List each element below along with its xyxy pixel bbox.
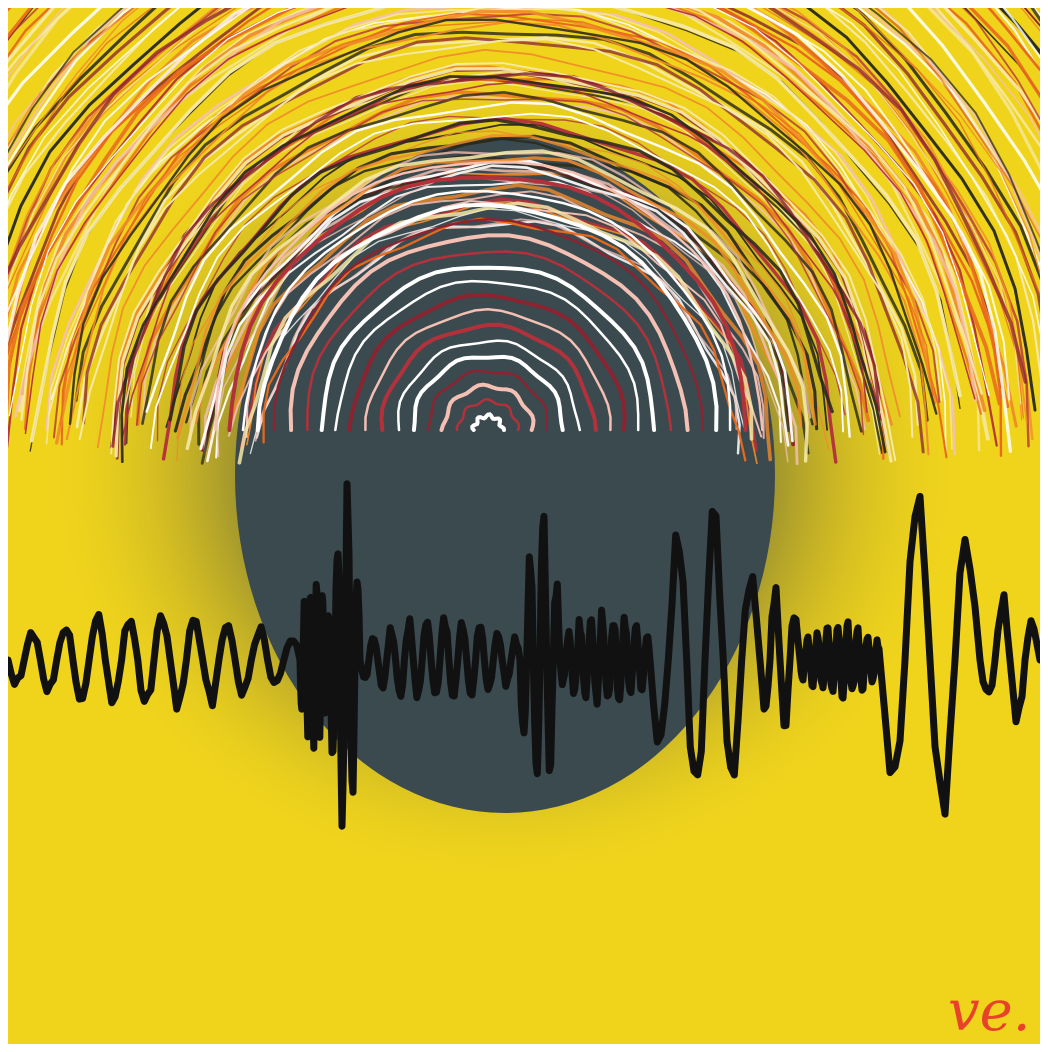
inner-arc-stroke — [255, 202, 719, 432]
inner-arc-stroke — [227, 175, 748, 432]
inner-arc-stroke — [347, 292, 627, 432]
arc-stroke — [82, 36, 925, 454]
arc-stroke — [8, 8, 1037, 412]
arc-stroke — [130, 80, 881, 455]
arc-stroke — [68, 18, 938, 425]
arc-stroke — [8, 8, 1040, 276]
arc-stroke — [8, 8, 1040, 99]
arc-stroke — [59, 18, 934, 427]
arc-stroke — [8, 8, 1002, 415]
arc-stroke — [120, 75, 887, 464]
arc-stroke — [8, 8, 1040, 138]
arc-stroke — [54, 9, 937, 445]
arc-stroke — [145, 101, 851, 438]
arc-stroke — [237, 201, 754, 465]
arc-stroke — [29, 8, 962, 443]
arc-stroke — [216, 176, 789, 463]
arc-stroke — [8, 8, 1040, 171]
arc-stroke — [78, 38, 914, 441]
arc-stroke — [8, 8, 1040, 253]
arc-stroke — [254, 218, 738, 442]
inner-arc-stroke — [214, 161, 764, 432]
inner-arc-stroke — [470, 412, 506, 432]
inner-arc-stroke — [241, 189, 732, 432]
arc-stroke — [8, 8, 1040, 132]
arc-stroke — [8, 8, 1040, 239]
arc-stroke — [8, 8, 1040, 281]
inner-arc-stroke — [439, 382, 536, 432]
arc-stroke — [20, 8, 983, 421]
seismic-waveform-line — [8, 480, 1040, 830]
arc-stroke — [74, 30, 929, 422]
inner-arc-stroke — [426, 369, 549, 432]
arc-stroke — [8, 8, 990, 417]
inner-arc-stroke — [272, 217, 704, 432]
inner-arc-stroke — [364, 307, 612, 432]
arc-stroke — [8, 8, 1022, 405]
arc-stroke — [8, 8, 1002, 389]
arc-stroke — [206, 164, 790, 463]
arc-stroke — [135, 98, 865, 436]
arc-stroke — [8, 8, 1040, 149]
arc-stroke — [48, 8, 943, 416]
arc-stroke — [8, 8, 1040, 270]
arc-stroke — [185, 149, 809, 463]
arc-stroke — [168, 118, 834, 422]
inner-arc-stroke — [397, 339, 582, 432]
arc-stroke — [20, 8, 981, 452]
arc-stroke — [255, 220, 741, 455]
arc-stroke — [149, 112, 844, 450]
inner-arc-stroke — [334, 279, 640, 432]
arc-stroke — [8, 8, 1040, 297]
arc-stroke — [8, 8, 1028, 424]
arc-stroke — [215, 180, 782, 459]
inner-arc-stroke — [411, 354, 565, 432]
arc-stroke — [8, 8, 1013, 453]
inner-arc-stroke — [379, 322, 598, 432]
inner-arc-stroke — [306, 250, 673, 432]
arc-stroke — [8, 8, 1028, 384]
inner-arc-stroke — [319, 265, 657, 432]
arc-stroke — [176, 134, 817, 440]
arc-stroke — [110, 62, 897, 462]
arc-stroke — [24, 8, 976, 435]
arc-stroke — [8, 8, 1040, 336]
arc-stroke — [96, 48, 901, 449]
arc-stroke — [8, 8, 1011, 401]
arc-stroke — [8, 8, 1040, 260]
arc-stroke — [227, 183, 773, 462]
arc-stroke — [8, 8, 1040, 191]
inner-arc-stroke — [288, 233, 690, 432]
arc-stroke — [8, 8, 1040, 72]
radiating-arc-strokes — [8, 8, 1040, 466]
inner-arc-stroke — [455, 398, 521, 432]
arc-stroke — [194, 156, 803, 427]
concentric-arc-strokes — [214, 161, 764, 432]
arc-stroke — [262, 217, 747, 462]
artist-signature: ve. — [948, 979, 1031, 1044]
